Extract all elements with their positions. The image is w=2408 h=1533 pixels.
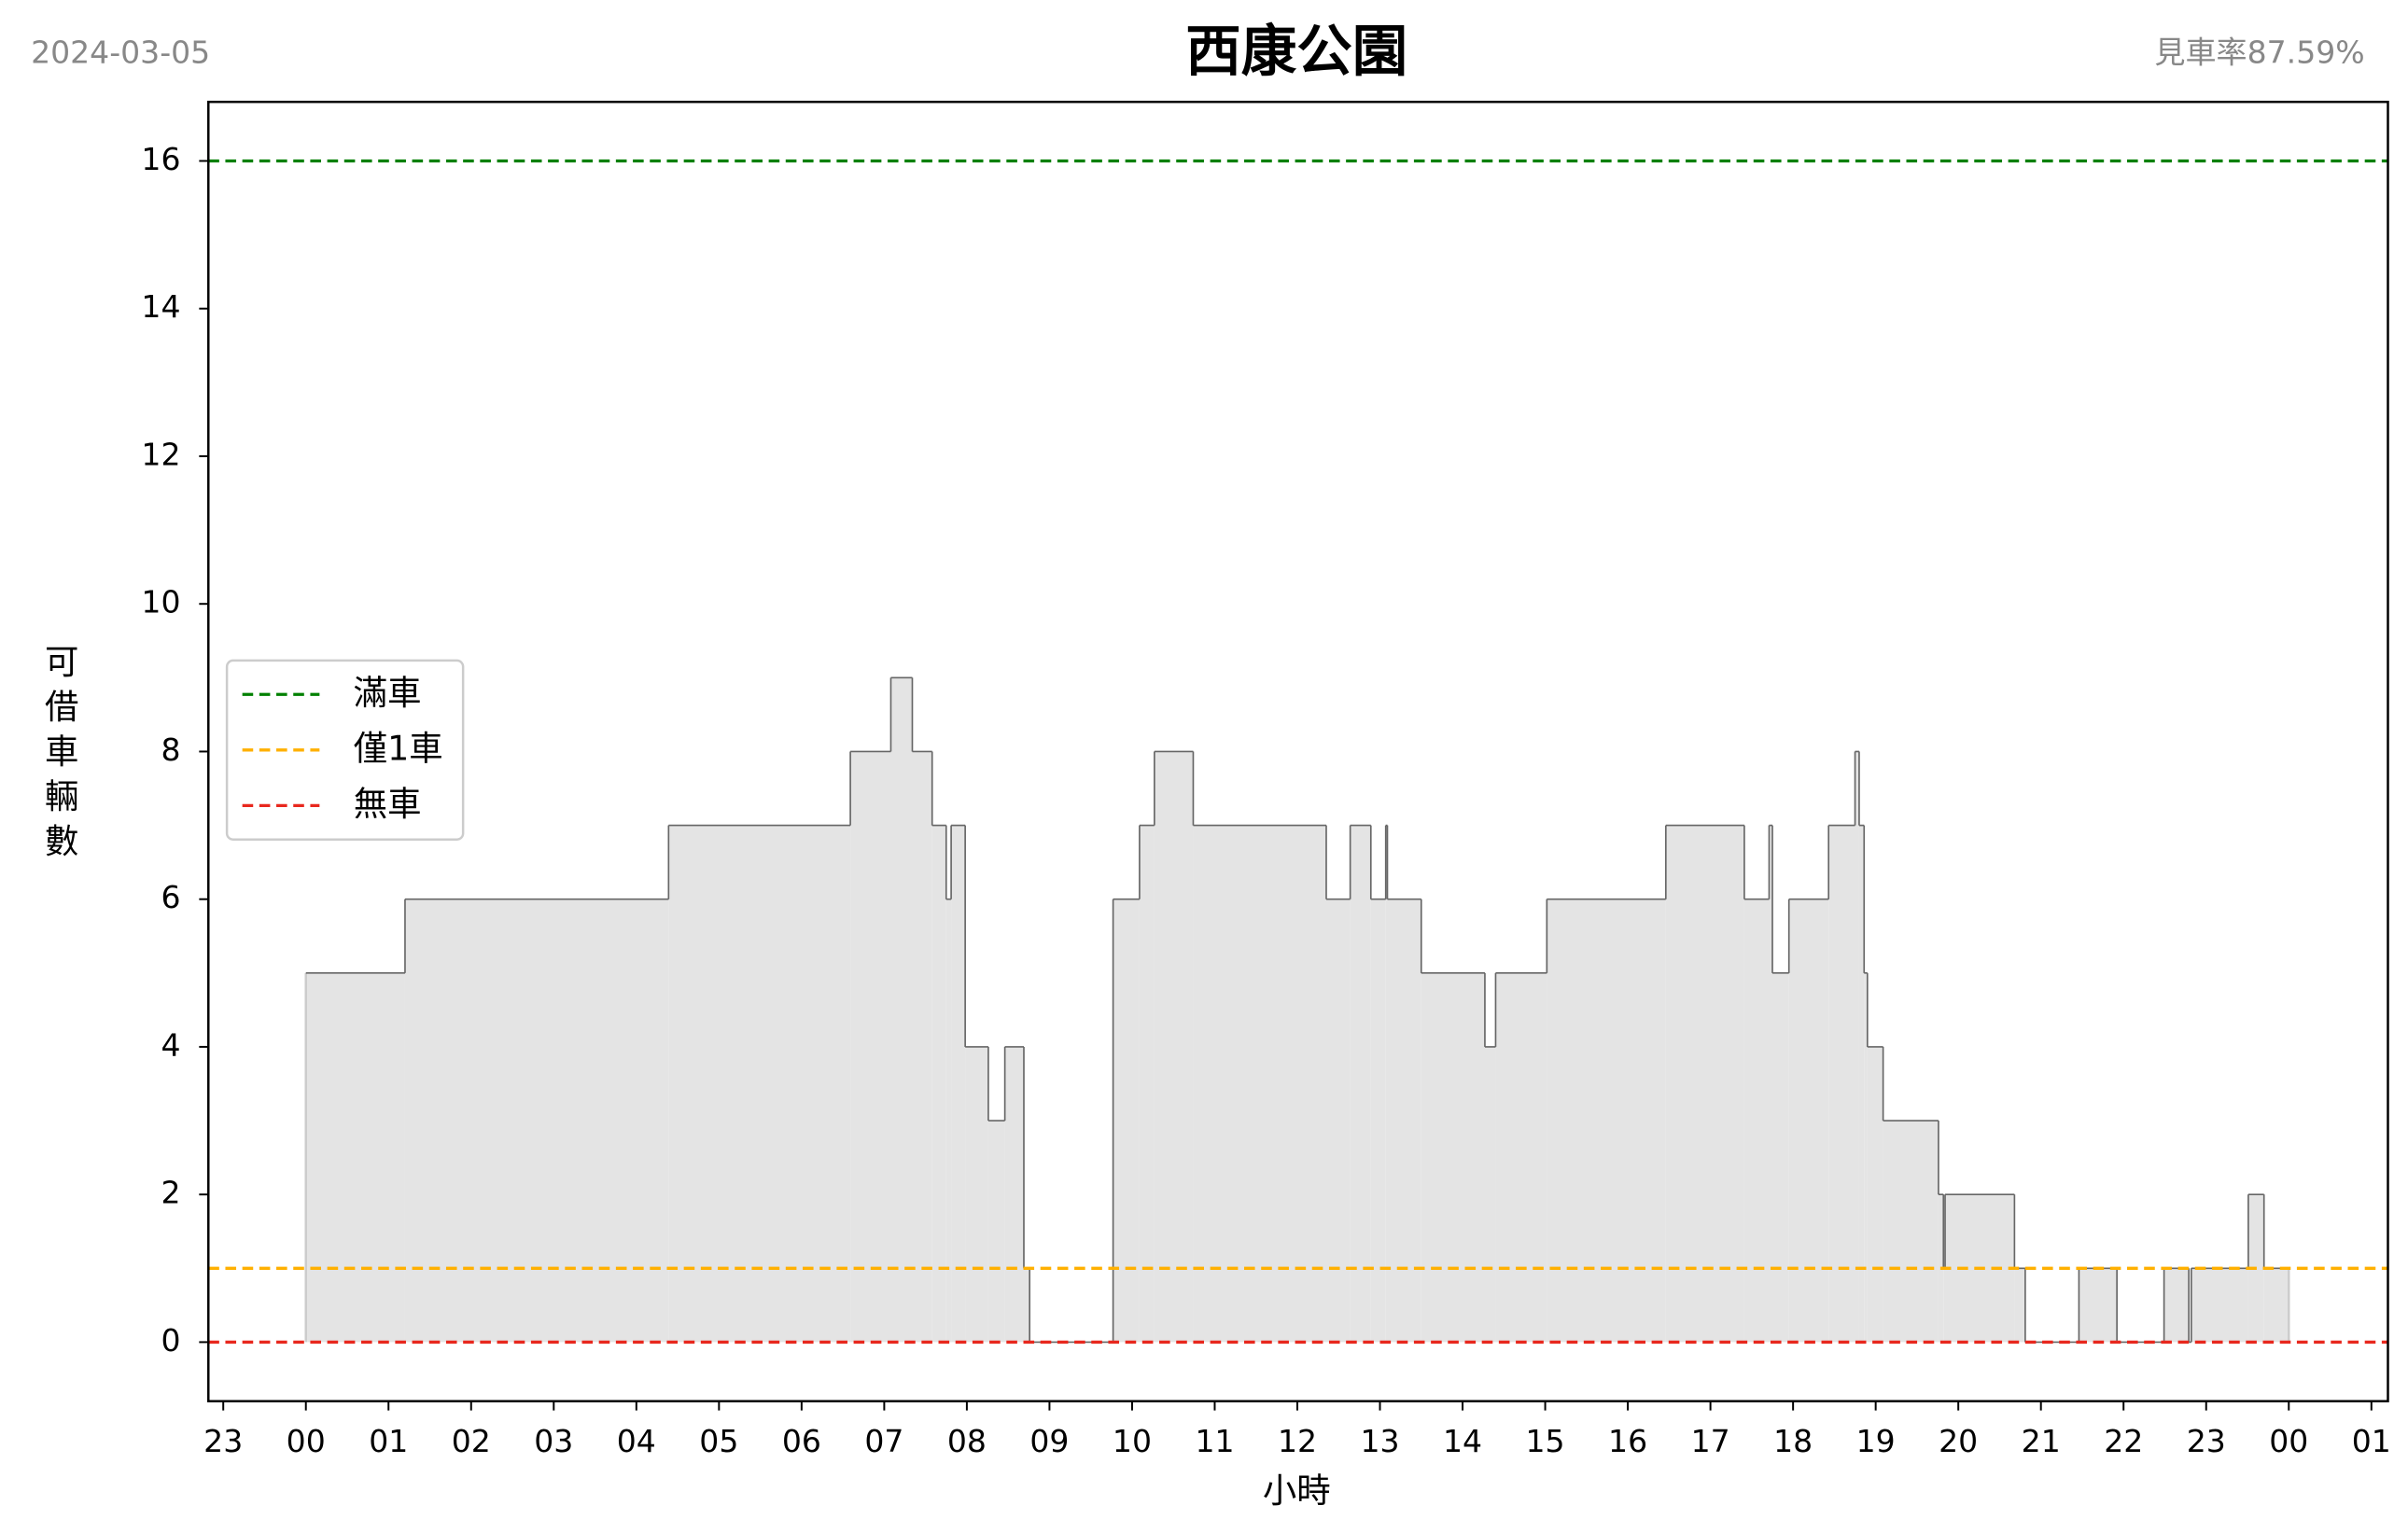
x-tick-label: 17 bbox=[1691, 1423, 1730, 1459]
x-tick-label: 03 bbox=[534, 1423, 573, 1459]
area-step bbox=[1864, 972, 1868, 1343]
area-step bbox=[1387, 899, 1421, 1343]
x-tick-label: 01 bbox=[369, 1423, 408, 1459]
area-step bbox=[2191, 1268, 2248, 1343]
x-tick-label: 19 bbox=[1856, 1423, 1896, 1459]
area-step bbox=[1828, 825, 1855, 1343]
y-axis-label: 可借車輛數 bbox=[45, 642, 78, 861]
x-tick-label: 14 bbox=[1443, 1423, 1482, 1459]
area-step bbox=[1665, 825, 1744, 1343]
x-tick-label: 11 bbox=[1195, 1423, 1234, 1459]
x-tick-label: 10 bbox=[1113, 1423, 1152, 1459]
x-tick-label: 00 bbox=[287, 1423, 326, 1459]
chart-title: 西康公園 bbox=[1185, 21, 1407, 85]
area-step bbox=[404, 899, 669, 1343]
area-step bbox=[931, 825, 946, 1343]
area-step bbox=[2163, 1268, 2190, 1343]
y-tick-label: 0 bbox=[161, 1322, 180, 1359]
area-step bbox=[1154, 751, 1194, 1343]
y-tick-label: 8 bbox=[161, 732, 180, 768]
area-step bbox=[1495, 972, 1547, 1343]
area-step bbox=[1855, 751, 1859, 1343]
y-tick-label: 2 bbox=[161, 1175, 180, 1211]
legend-label: 無車 bbox=[354, 784, 422, 824]
x-tick-label: 04 bbox=[617, 1423, 656, 1459]
area-step bbox=[1788, 899, 1829, 1343]
date: 2024-03-05 bbox=[31, 34, 210, 70]
y-tick-label: 4 bbox=[161, 1026, 180, 1063]
area-step bbox=[1139, 825, 1155, 1343]
area-step bbox=[987, 1121, 1005, 1343]
x-tick-label: 00 bbox=[2269, 1423, 2308, 1459]
x-tick-label: 18 bbox=[1773, 1423, 1813, 1459]
x-tick-label: 21 bbox=[2022, 1423, 2061, 1459]
area-step bbox=[1370, 899, 1386, 1343]
x-axis-label: 小時 bbox=[1263, 1470, 1331, 1511]
y-tick-label: 16 bbox=[141, 141, 180, 177]
legend-label: 僅1車 bbox=[354, 728, 443, 768]
x-tick-label: 07 bbox=[864, 1423, 903, 1459]
area-step bbox=[1421, 972, 1485, 1343]
x-tick-label: 20 bbox=[1939, 1423, 1978, 1459]
x-tick-label: 22 bbox=[2104, 1423, 2143, 1459]
area-step bbox=[1350, 825, 1371, 1343]
area-step bbox=[1193, 825, 1326, 1343]
area-step bbox=[1867, 1046, 1883, 1343]
area-step bbox=[1023, 1268, 1030, 1343]
legend-box bbox=[225, 659, 465, 841]
x-tick-label: 02 bbox=[452, 1423, 491, 1459]
area-step bbox=[1385, 825, 1388, 1343]
area-step bbox=[1769, 825, 1773, 1343]
area-step bbox=[945, 899, 952, 1343]
y-tick-label: 6 bbox=[161, 879, 180, 915]
area-step bbox=[1883, 1121, 1939, 1343]
x-tick-label: 23 bbox=[203, 1423, 243, 1459]
x-tick-label: 01 bbox=[2352, 1423, 2391, 1459]
x-tick-label: 15 bbox=[1526, 1423, 1565, 1459]
area-step bbox=[1484, 1046, 1496, 1343]
y-tick-label: 10 bbox=[141, 584, 180, 620]
x-tick-label: 13 bbox=[1360, 1423, 1399, 1459]
y-tick-label: 12 bbox=[141, 436, 180, 472]
area-step bbox=[965, 1046, 988, 1343]
y-tick-label: 14 bbox=[141, 288, 180, 325]
area-step bbox=[2014, 1268, 2025, 1343]
area-step bbox=[1772, 972, 1789, 1343]
area-step bbox=[668, 825, 851, 1343]
area-step bbox=[1943, 1268, 1946, 1343]
area-step bbox=[1743, 899, 1770, 1343]
rate: 見車率87.59% bbox=[2154, 34, 2364, 70]
x-tick-label: 09 bbox=[1029, 1423, 1069, 1459]
area-step bbox=[1325, 899, 1351, 1343]
area-step bbox=[305, 972, 405, 1343]
area-step bbox=[1004, 1046, 1024, 1343]
x-tick-label: 06 bbox=[782, 1423, 821, 1459]
area-step bbox=[951, 825, 966, 1343]
area-step bbox=[2263, 1268, 2289, 1343]
area-step bbox=[2079, 1268, 2118, 1343]
area-step bbox=[890, 677, 913, 1343]
x-tick-label: 12 bbox=[1278, 1423, 1317, 1459]
area-step bbox=[912, 751, 932, 1343]
area-step bbox=[850, 751, 891, 1343]
x-tick-label: 23 bbox=[2187, 1423, 2226, 1459]
legend-label: 滿車 bbox=[354, 673, 422, 713]
area-step bbox=[1858, 825, 1865, 1343]
x-tick-label: 05 bbox=[699, 1423, 738, 1459]
area-step bbox=[1547, 899, 1666, 1343]
area-step bbox=[1113, 899, 1140, 1343]
x-tick-label: 08 bbox=[947, 1423, 987, 1459]
x-tick-label: 16 bbox=[1608, 1423, 1647, 1459]
